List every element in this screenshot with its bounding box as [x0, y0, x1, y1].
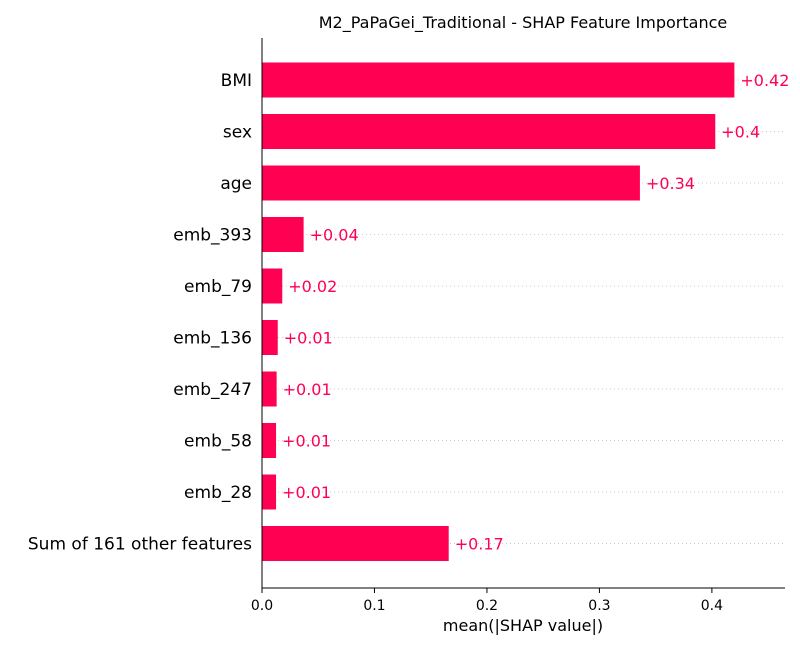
grid-lines [262, 79, 785, 544]
bars [262, 62, 735, 561]
data-label: +0.34 [646, 174, 695, 193]
x-tick-label: 0.3 [588, 598, 610, 614]
bar [262, 320, 278, 355]
category-label: emb_136 [173, 329, 252, 349]
x-tick-label: 0.4 [701, 598, 723, 614]
data-label: +0.42 [740, 71, 789, 90]
category-label: emb_393 [173, 226, 252, 246]
category-label: age [220, 174, 252, 194]
bar [262, 423, 277, 458]
category-label: emb_247 [173, 380, 252, 400]
data-label: +0.01 [282, 432, 331, 451]
category-label: emb_58 [184, 432, 252, 452]
category-label: sex [223, 123, 252, 143]
data-labels: +0.42 +0.4 +0.34 +0.04 +0.02 +0.01 +0.01 +0.01 +… [282, 71, 789, 554]
data-label: +0.4 [721, 123, 760, 142]
bar [262, 371, 277, 407]
bar [262, 114, 716, 149]
bar [262, 165, 640, 201]
category-label: emb_79 [184, 277, 252, 297]
data-label: +0.04 [310, 226, 359, 245]
data-label: +0.17 [455, 535, 504, 554]
bar [262, 526, 449, 561]
x-tick-label: 0.0 [251, 598, 273, 614]
chart-title: M2_PaPaGei_Traditional - SHAP Feature Im… [319, 13, 728, 33]
bar [262, 62, 735, 98]
data-label: +0.01 [283, 380, 332, 399]
bar [262, 474, 277, 510]
data-label: +0.01 [284, 329, 333, 348]
x-ticks: 0.0 0.1 0.2 0.3 0.4 [251, 588, 723, 614]
x-tick-label: 0.2 [476, 598, 498, 614]
bar [262, 268, 283, 304]
category-label: emb_28 [184, 483, 252, 503]
data-label: +0.02 [288, 277, 337, 296]
bar [262, 217, 304, 252]
category-label: BMI [221, 71, 252, 91]
x-axis-label: mean(|SHAP value|) [443, 616, 603, 635]
data-label: +0.01 [282, 483, 331, 502]
category-labels: BMI sex age emb_393 emb_79 emb_136 emb_247 emb_… [28, 71, 252, 555]
category-label: Sum of 161 other features [28, 535, 252, 555]
x-tick-label: 0.1 [363, 598, 385, 614]
